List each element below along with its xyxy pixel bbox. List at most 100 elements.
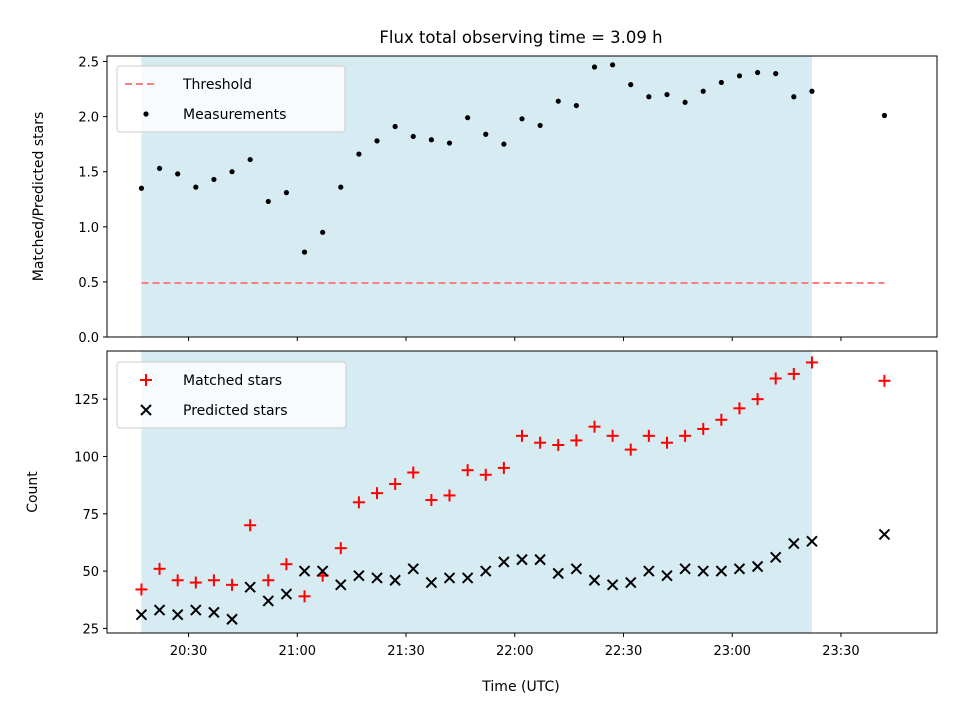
measurement-point bbox=[428, 137, 434, 143]
measurement-point bbox=[374, 138, 380, 144]
predicted-stars-point bbox=[153, 604, 166, 616]
measurement-point bbox=[881, 112, 888, 119]
matched-stars-legend-marker bbox=[140, 374, 152, 386]
x-tick-label: 22:00 bbox=[496, 644, 533, 659]
x-tick-label: 20:30 bbox=[170, 644, 207, 659]
y-tick-label: 1.5 bbox=[78, 166, 99, 181]
predicted-stars-point bbox=[733, 563, 746, 575]
matched-stars-point bbox=[715, 413, 728, 426]
predicted-stars-point bbox=[208, 606, 220, 619]
matched-stars-point bbox=[679, 429, 692, 442]
y-tick-label: 2.5 bbox=[78, 56, 99, 71]
measurement-point bbox=[465, 115, 471, 121]
matched-stars-point bbox=[733, 402, 746, 415]
x-tick-label: 23:00 bbox=[713, 644, 750, 659]
measurement-point bbox=[646, 94, 652, 100]
measurement-point bbox=[555, 98, 561, 104]
matched-stars-point bbox=[298, 590, 311, 603]
matched-stars-point bbox=[552, 439, 565, 451]
x-axis-label: Time (UTC) bbox=[481, 679, 559, 695]
predicted-stars-legend-swatch bbox=[140, 404, 152, 416]
measurement-point bbox=[501, 141, 507, 147]
matched-stars-point bbox=[624, 443, 637, 456]
measurement-point bbox=[682, 99, 688, 105]
predicted-stars-point bbox=[679, 563, 691, 575]
matched-stars-point bbox=[660, 436, 673, 449]
predicted-stars-point bbox=[335, 579, 347, 591]
measurement-point bbox=[573, 102, 579, 109]
matched-stars-point bbox=[262, 574, 275, 587]
predicted-stars-point bbox=[498, 556, 510, 568]
measurements-legend-label: Measurements bbox=[183, 107, 286, 123]
predicted-stars-point bbox=[190, 604, 202, 616]
count-legend: Matched stars Predicted stars bbox=[116, 361, 347, 429]
measurement-point bbox=[446, 140, 453, 146]
measurement-point bbox=[247, 156, 253, 163]
ratio-legend: Threshold Measurements bbox=[116, 65, 346, 133]
y-tick-label: 25 bbox=[82, 622, 99, 637]
predicted-stars-point bbox=[280, 588, 293, 600]
predicted-stars-point bbox=[443, 572, 456, 584]
matched-stars-point bbox=[697, 422, 710, 435]
matched-stars-point bbox=[207, 574, 220, 587]
predicted-stars-point bbox=[516, 553, 528, 566]
matched-stars-point bbox=[425, 494, 438, 507]
chart-title: Flux total observing time = 3.09 h bbox=[379, 28, 662, 47]
measurement-point bbox=[664, 91, 670, 98]
count-panel: 25 50 75 100 125 20:30 21:00 21:30 22:00 22:30 23… bbox=[25, 350, 938, 695]
predicted-stars-point bbox=[371, 572, 383, 584]
matched-stars-point bbox=[443, 489, 456, 502]
predicted-stars-point bbox=[806, 535, 818, 547]
predicted-stars-point bbox=[643, 565, 655, 577]
predicted-stars-point bbox=[262, 595, 274, 607]
predicted-stars-point bbox=[226, 613, 238, 625]
y-tick-label: 0.0 bbox=[78, 331, 99, 346]
count-y-axis: 25 50 75 100 125 bbox=[74, 393, 107, 637]
matched-stars-point bbox=[226, 578, 239, 591]
y-tick-label: 2.0 bbox=[78, 111, 99, 126]
ratio-x-ticks bbox=[188, 337, 842, 341]
matched-stars-point bbox=[769, 372, 782, 385]
predicted-stars-point bbox=[244, 581, 256, 593]
measurement-point bbox=[211, 176, 217, 183]
count-legend-box bbox=[116, 361, 347, 429]
matched-stars-point bbox=[497, 461, 510, 474]
matched-stars-point bbox=[389, 477, 402, 490]
matched-stars-point bbox=[280, 558, 293, 571]
y-tick-label: 125 bbox=[74, 393, 99, 408]
predicted-stars-point bbox=[461, 572, 474, 584]
predicted-stars-legend-label: Predicted stars bbox=[183, 403, 288, 419]
predicted-stars-point bbox=[425, 576, 438, 589]
predicted-stars-point bbox=[389, 574, 401, 586]
measurement-point bbox=[301, 249, 308, 255]
predicted-stars-point bbox=[135, 608, 148, 621]
threshold-legend-label: Threshold bbox=[182, 77, 252, 93]
matched-stars-point bbox=[570, 434, 583, 447]
matched-stars-point bbox=[153, 562, 166, 575]
matched-stars-point bbox=[606, 429, 619, 442]
measurement-point bbox=[356, 151, 362, 157]
matched-stars-point bbox=[878, 374, 891, 387]
measurement-point bbox=[537, 122, 543, 129]
measurement-point bbox=[809, 88, 815, 94]
predicted-stars-point bbox=[878, 528, 891, 541]
measurement-point bbox=[338, 184, 344, 190]
y-tick-label: 1.0 bbox=[78, 221, 99, 236]
x-tick-label: 21:00 bbox=[279, 644, 316, 659]
measurement-point bbox=[193, 184, 199, 190]
predicted-stars-point bbox=[588, 574, 601, 586]
matched-stars-point bbox=[171, 574, 184, 587]
measurement-point bbox=[392, 123, 398, 130]
matched-stars-point bbox=[407, 466, 420, 479]
measurement-point bbox=[610, 62, 616, 68]
predicted-stars-point bbox=[751, 560, 764, 573]
predicted-stars-point bbox=[606, 579, 619, 591]
predicted-stars-point bbox=[407, 563, 419, 575]
matched-stars-point bbox=[189, 576, 202, 589]
matched-stars-point bbox=[642, 429, 655, 442]
matched-stars-point bbox=[334, 542, 347, 555]
predicted-stars-point bbox=[534, 553, 546, 566]
predicted-stars-point bbox=[788, 537, 800, 550]
ratio-y-axis: 0.0 0.5 1.0 1.5 2.0 2.5 bbox=[78, 56, 107, 346]
ratio-y-axis-label: Matched/Predicted stars bbox=[31, 112, 47, 282]
